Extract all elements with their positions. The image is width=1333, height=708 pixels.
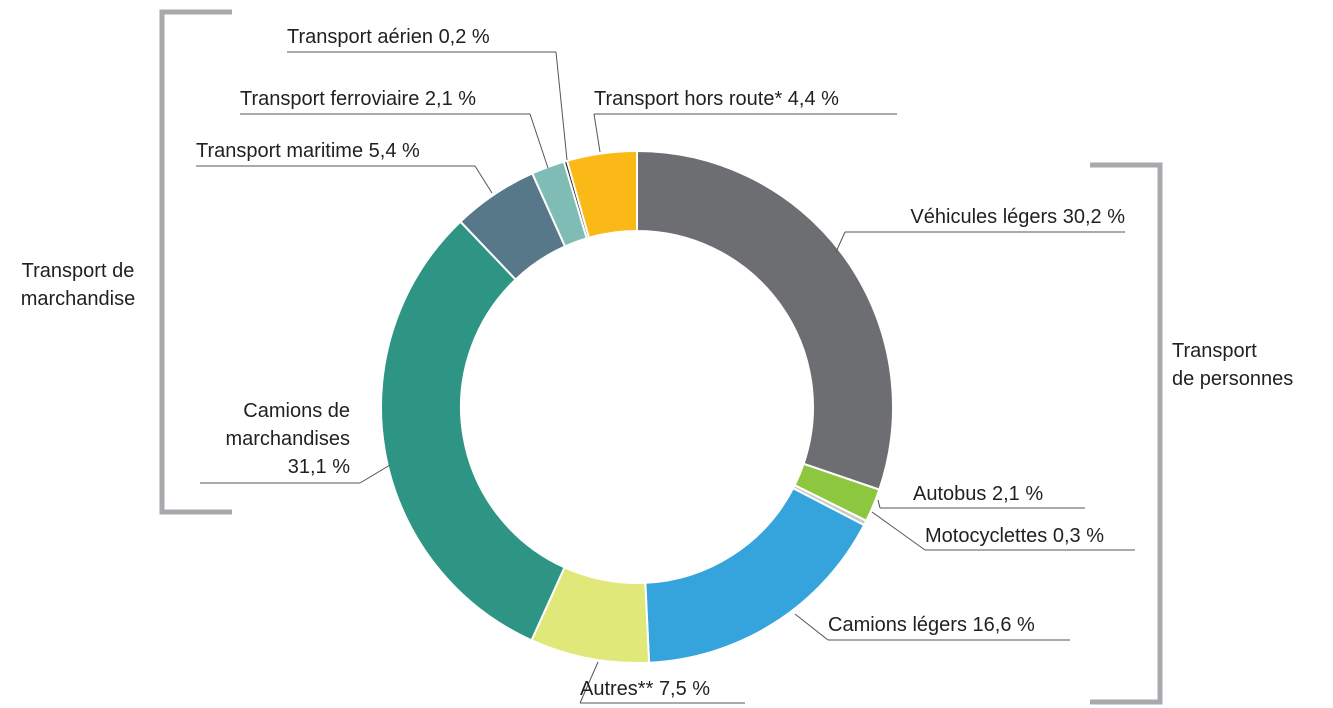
value-label: 0,2 % <box>439 26 490 48</box>
category-label: Camions légers <box>828 614 967 636</box>
leader-line <box>794 613 829 641</box>
leader-line <box>593 113 601 153</box>
leader-line <box>871 511 926 551</box>
leader-line <box>359 464 391 484</box>
slice-label: Transport maritime 5,4 % <box>196 140 420 162</box>
category-label: Camions de marchandises <box>225 400 350 450</box>
leader-line <box>835 231 846 253</box>
leader-line <box>555 51 568 161</box>
bracket <box>1090 162 1163 705</box>
value-label: 4,4 % <box>788 88 839 110</box>
slice-label: Transport ferroviaire 2,1 % <box>240 88 476 110</box>
category-label: Motocyclettes <box>925 525 1047 547</box>
slice-label: Transport aérien 0,2 % <box>287 26 490 48</box>
value-label: 5,4 % <box>369 140 420 162</box>
slice-label: Autres** 7,5 % <box>580 678 710 700</box>
slice-label: Camions de marchandises 31,1 % <box>225 400 350 478</box>
slice-label: Camions légers 16,6 % <box>828 614 1035 636</box>
category-label: Autres** <box>580 678 654 700</box>
slice-label: Transport hors route* 4,4 % <box>594 88 839 110</box>
value-label: 0,3 % <box>1053 525 1104 547</box>
category-label: Transport maritime <box>196 140 363 162</box>
value-label: 2,1 % <box>992 483 1043 505</box>
value-label: 7,5 % <box>659 678 710 700</box>
leader-line <box>474 165 493 194</box>
slice <box>636 149 894 491</box>
leader-line <box>579 661 599 704</box>
category-label: Véhicules légers <box>910 206 1057 228</box>
value-label: 16,6 % <box>973 614 1035 636</box>
slice-label: Véhicules légers 30,2 % <box>910 206 1125 228</box>
value-label: 2,1 % <box>425 88 476 110</box>
category-label: Transport hors route* <box>594 88 782 110</box>
value-label: 31,1 % <box>288 456 350 478</box>
slice <box>644 486 866 664</box>
slice-label: Motocyclettes 0,3 % <box>925 525 1104 547</box>
category-label: Autobus <box>913 483 986 505</box>
slice <box>565 149 638 239</box>
group-label: Transport de marchandise <box>21 260 136 310</box>
leader-line <box>529 113 549 169</box>
category-label: Transport ferroviaire <box>240 88 419 110</box>
leader-line <box>877 499 881 509</box>
bracket <box>159 9 232 515</box>
value-label: 30,2 % <box>1063 206 1125 228</box>
slice <box>380 220 566 642</box>
category-label: Transport aérien <box>287 26 433 48</box>
group-label: Transport de personnes <box>1172 340 1293 390</box>
slice-label: Autobus 2,1 % <box>913 483 1043 505</box>
